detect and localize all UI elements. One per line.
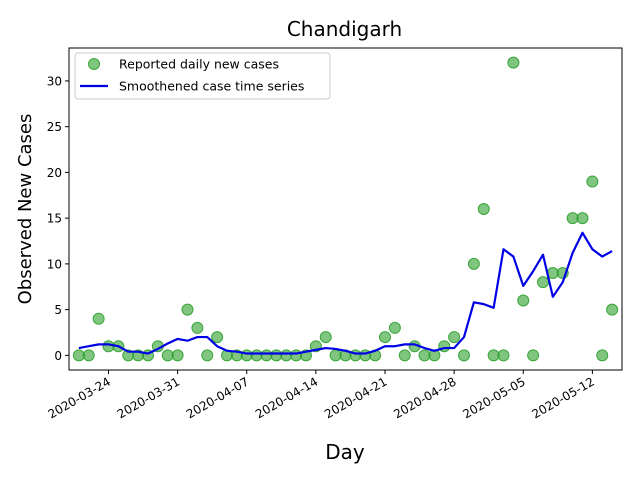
data-point-reported bbox=[507, 56, 520, 69]
y-axis: 0 5 10 15 20 25 30 bbox=[47, 74, 69, 363]
data-point-reported bbox=[517, 294, 530, 307]
y-tick-label: 5 bbox=[54, 303, 62, 317]
data-point-reported bbox=[280, 349, 293, 362]
data-point-reported bbox=[477, 203, 490, 215]
x-tick-label: 2020-03-31 bbox=[115, 374, 182, 421]
data-point-reported bbox=[181, 303, 194, 316]
data-point-reported bbox=[458, 349, 470, 362]
x-tick-label: 2020-05-12 bbox=[529, 374, 596, 421]
data-point-reported bbox=[606, 303, 619, 316]
legend-label-scatter: Reported daily new cases bbox=[119, 57, 279, 72]
data-point-reported bbox=[379, 331, 391, 344]
legend: Reported daily new cases Smoothened case… bbox=[74, 52, 331, 100]
data-point-reported bbox=[566, 212, 579, 225]
x-tick-label: 2020-04-14 bbox=[253, 374, 320, 421]
data-point-reported bbox=[398, 349, 411, 362]
data-point-reported bbox=[329, 349, 342, 362]
data-point-reported bbox=[240, 349, 253, 362]
data-point-reported bbox=[388, 321, 401, 334]
y-tick-label: 15 bbox=[47, 212, 62, 226]
data-point-reported bbox=[586, 175, 599, 188]
legend-marker-scatter bbox=[88, 58, 100, 70]
y-tick-label: 25 bbox=[47, 120, 62, 134]
x-axis: 2020-03-24 2020-03-31 2020-04-07 2020-04-14… bbox=[46, 370, 597, 421]
chart-title: Chandigarh bbox=[287, 17, 402, 41]
series-layer bbox=[72, 56, 619, 362]
data-point-reported bbox=[161, 349, 174, 362]
y-axis-label: Observed New Cases bbox=[15, 114, 36, 305]
data-point-reported bbox=[171, 349, 184, 362]
x-axis-label: Day bbox=[325, 440, 365, 464]
y-tick-label: 0 bbox=[54, 349, 62, 363]
y-tick-label: 10 bbox=[47, 257, 62, 271]
data-point-reported bbox=[260, 349, 273, 362]
data-point-reported bbox=[448, 331, 461, 344]
data-point-reported bbox=[250, 349, 263, 362]
data-point-reported bbox=[497, 349, 510, 362]
data-point-reported bbox=[290, 349, 303, 362]
x-tick-label: 2020-03-24 bbox=[46, 374, 113, 421]
data-point-reported bbox=[537, 276, 549, 289]
data-point-reported bbox=[201, 349, 214, 362]
plot-frame bbox=[68, 47, 623, 371]
series-line-smoothened bbox=[78, 231, 613, 355]
data-point-reported bbox=[72, 349, 85, 362]
data-point-reported bbox=[576, 212, 589, 225]
x-tick-label: 2020-04-21 bbox=[322, 374, 389, 421]
x-tick-label: 2020-05-05 bbox=[460, 374, 527, 421]
data-point-reported bbox=[92, 312, 105, 325]
y-tick-label: 30 bbox=[47, 74, 62, 88]
data-point-reported bbox=[211, 331, 224, 344]
x-tick-label: 2020-04-28 bbox=[391, 374, 458, 421]
data-point-reported bbox=[418, 349, 431, 362]
data-point-reported bbox=[319, 331, 332, 344]
data-point-reported bbox=[270, 349, 283, 362]
legend-frame bbox=[74, 52, 331, 100]
data-point-reported bbox=[527, 349, 540, 362]
y-tick-label: 20 bbox=[47, 166, 62, 180]
data-point-reported bbox=[487, 349, 500, 362]
legend-label-line: Smoothened case time series bbox=[119, 79, 304, 94]
data-point-reported bbox=[467, 257, 480, 270]
plot-area bbox=[68, 47, 623, 371]
x-tick-label: 2020-04-07 bbox=[184, 374, 251, 421]
data-point-reported bbox=[191, 321, 204, 334]
data-point-reported bbox=[596, 349, 609, 362]
data-point-reported bbox=[82, 349, 95, 362]
